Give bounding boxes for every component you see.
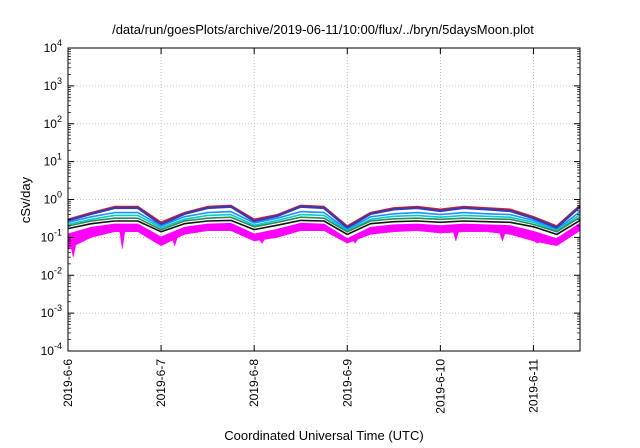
y-tick-label: 100 — [44, 190, 62, 207]
x-tick-label: 2019-6-11 — [526, 359, 540, 413]
y-axis-label: cSv/day — [18, 176, 33, 223]
series-line-2 — [67, 210, 581, 231]
y-tick-label: 10-3 — [41, 303, 62, 320]
y-tick-label: 104 — [44, 38, 62, 55]
x-tick-label: 2019-6-8 — [247, 359, 261, 407]
magenta-dip — [352, 239, 359, 244]
x-axis: 2019-6-6 2019-6-7 2019-6-8 2019-6-9 2019-6-1… — [61, 48, 540, 414]
x-tick-label: 2019-6-10 — [433, 359, 447, 414]
series-line-0 — [67, 204, 581, 227]
x-tick-label: 2019-6-6 — [61, 359, 75, 407]
series-line-5 — [67, 219, 581, 236]
magenta-dip — [499, 233, 506, 242]
x-tick-label: 2019-6-7 — [154, 359, 168, 407]
grid — [67, 48, 580, 351]
series-line-4 — [67, 216, 581, 233]
series-line-3 — [67, 213, 581, 232]
y-tick-label: 10-2 — [41, 265, 62, 282]
magenta-dip — [258, 239, 265, 244]
x-axis-label: Coordinated Universal Time (UTC) — [224, 428, 423, 443]
y-tick-label: 103 — [44, 76, 62, 93]
magenta-dip — [453, 231, 459, 242]
y-tick-label: 102 — [44, 114, 62, 131]
magenta-dip — [533, 241, 541, 244]
magenta-dip — [70, 245, 76, 258]
series-line-6 — [67, 222, 581, 240]
x-tick-label: 2019-6-9 — [340, 359, 354, 407]
magenta-dip — [171, 237, 178, 247]
chart-title: /data/run/goesPlots/archive/2019-06-11/1… — [112, 22, 534, 37]
y-axis: 10-4 10-3 10-2 10-1 100 101 102 103 104 — [41, 38, 580, 358]
y-tick-label: 10-4 — [41, 341, 62, 358]
magenta-dip — [119, 231, 126, 249]
series-line-1 — [67, 205, 581, 229]
y-tick-label: 10-1 — [41, 227, 62, 244]
y-tick-label: 101 — [44, 152, 62, 169]
series-layer — [67, 204, 581, 258]
